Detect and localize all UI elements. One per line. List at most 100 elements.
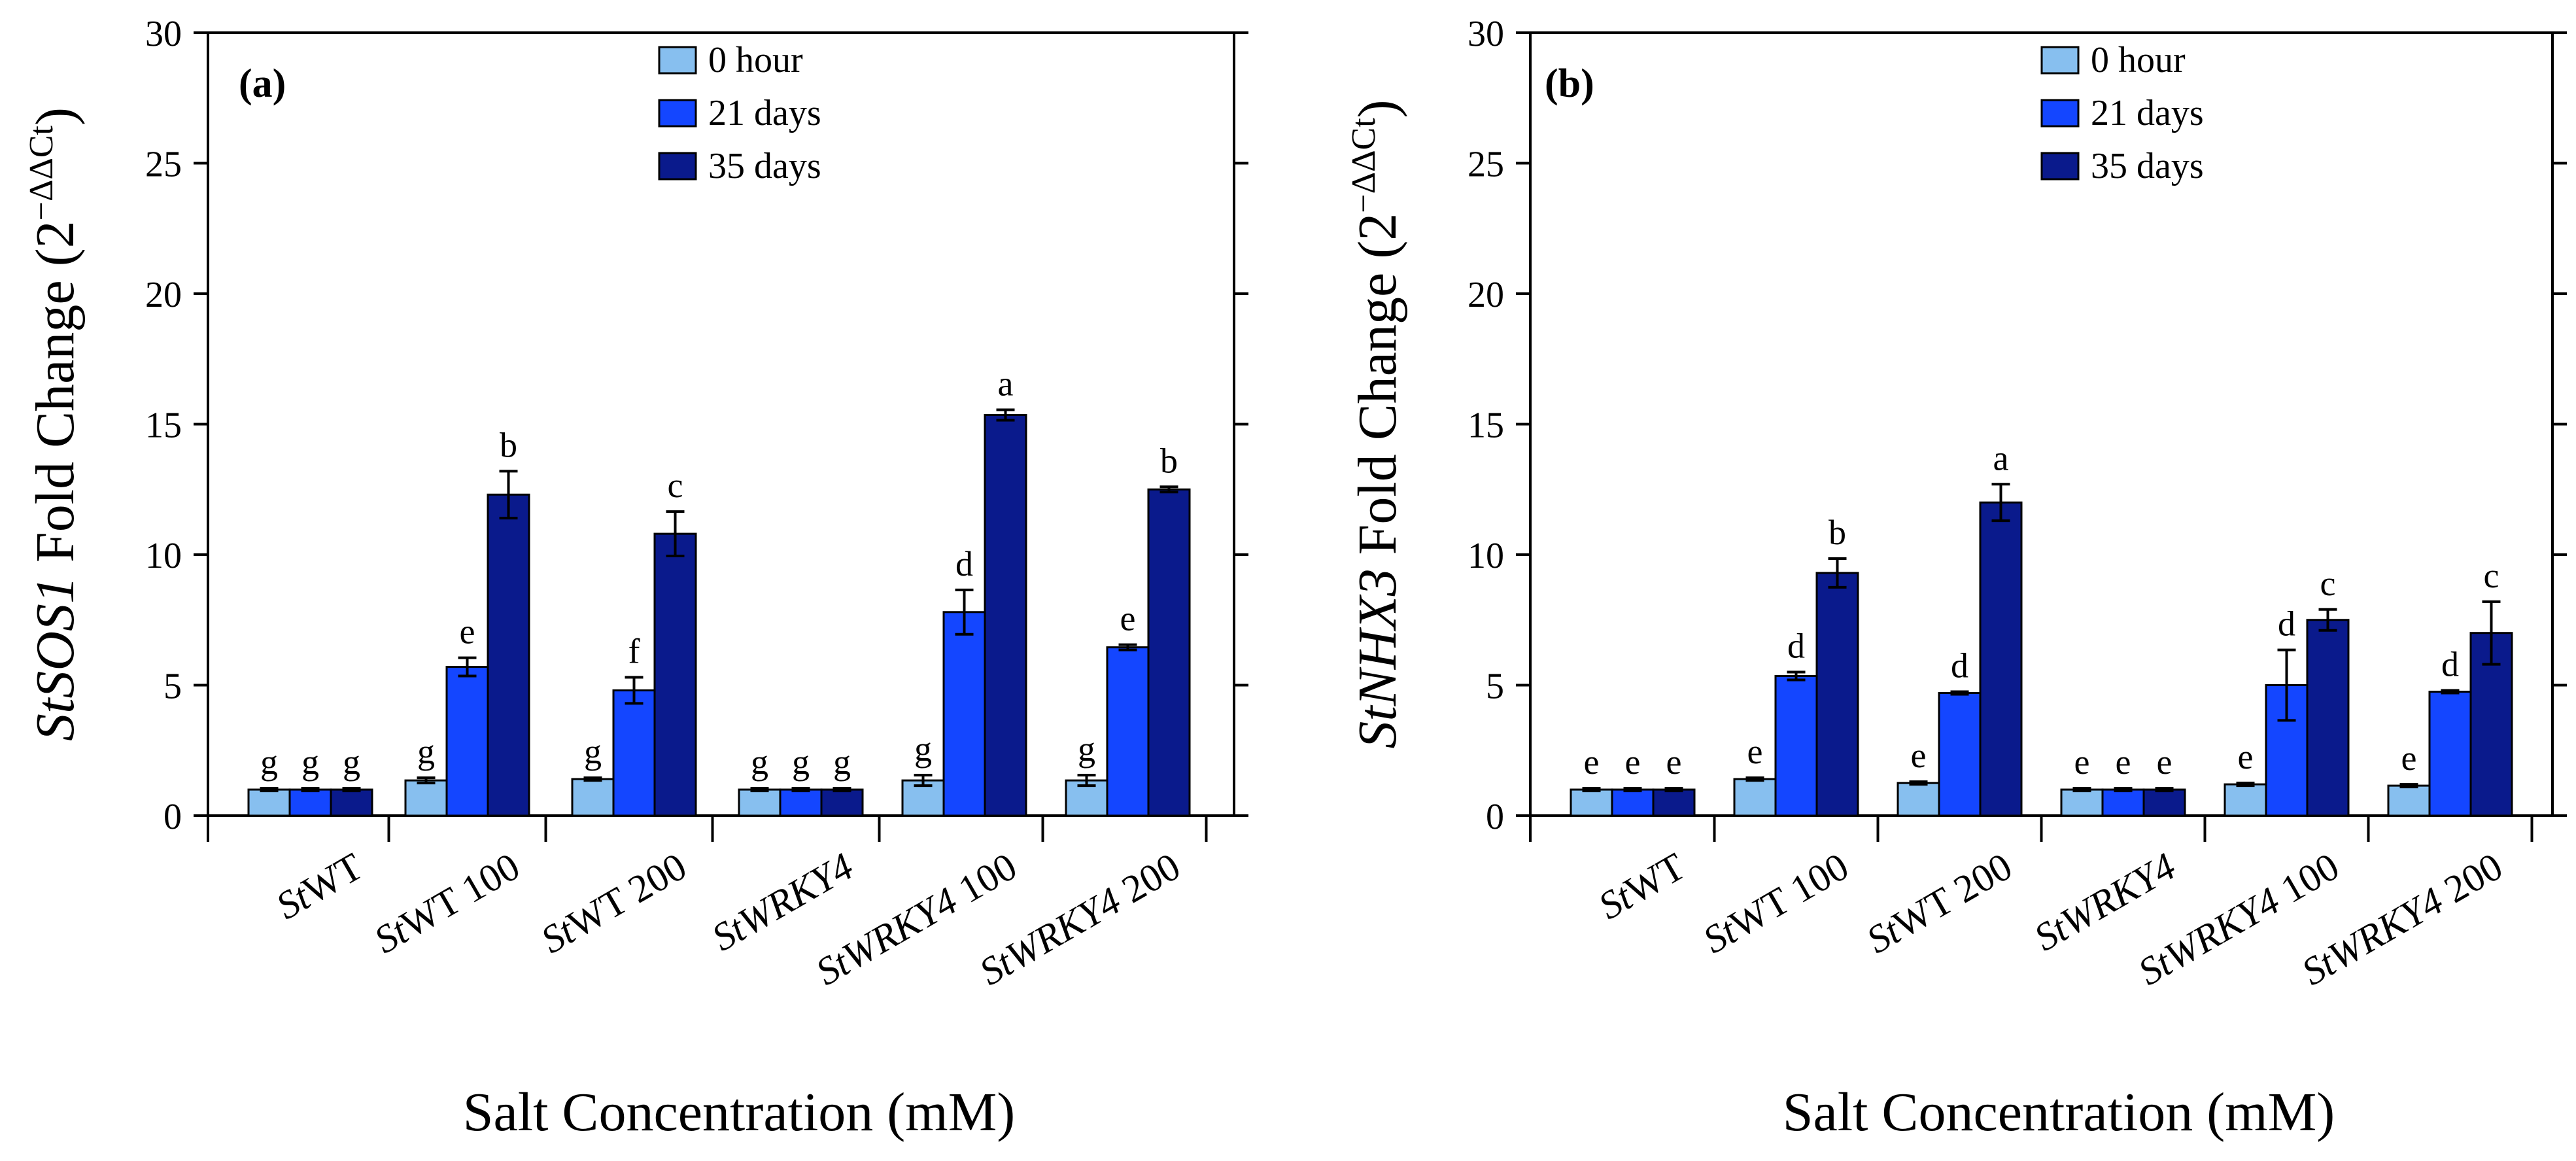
legend-label: 35 days	[708, 146, 821, 186]
bar	[984, 414, 1027, 817]
legend-swatch	[658, 46, 697, 75]
x-tick-label: StWT 100	[367, 844, 526, 962]
significance-letter: b	[500, 425, 517, 464]
legend-swatch	[658, 99, 697, 128]
bar	[1147, 488, 1191, 817]
x-tick-label-normal: WT 100	[394, 844, 527, 946]
y-tick-label: 5	[1486, 667, 1504, 707]
y-axis-close: )	[25, 107, 86, 126]
significance-letter: g	[584, 732, 602, 771]
bar	[487, 493, 530, 817]
x-tick-label-normal: WT 200	[560, 844, 694, 946]
significance-letter: b	[1160, 441, 1178, 480]
x-tick-label: StWT 200	[534, 844, 693, 962]
x-tick-label-normal: WT 200	[1886, 844, 2019, 946]
x-tick-label: StWT	[269, 844, 369, 927]
bar	[571, 778, 615, 817]
significance-letter: g	[260, 742, 278, 782]
legend-label: 0 hour	[2091, 40, 2186, 80]
panel-label: (a)	[239, 61, 286, 106]
bar	[2387, 784, 2431, 817]
bar	[1815, 572, 1859, 817]
significance-letter: e	[2238, 737, 2254, 776]
significance-letter: e	[2074, 742, 2090, 782]
significance-letter: d	[955, 544, 973, 583]
bar	[445, 666, 489, 817]
panel-label: (b)	[1545, 61, 1594, 106]
significance-letter: c	[668, 466, 683, 505]
bar	[330, 788, 373, 817]
y-axis-text: Fold Change (2	[1347, 213, 1408, 569]
significance-letter: g	[914, 729, 932, 769]
y-axis-title: StSOS1 Fold Change (2−ΔΔCt)	[23, 107, 86, 741]
bar	[2428, 690, 2472, 817]
x-tick-label: StWT 100	[1696, 844, 1855, 962]
legend-swatch	[2040, 46, 2080, 75]
significance-letter: e	[1666, 742, 1682, 782]
significance-letter: c	[2484, 556, 2499, 595]
bar	[1774, 675, 1818, 817]
legend-swatch	[2040, 152, 2080, 181]
significance-letter: e	[2116, 742, 2131, 782]
bar	[247, 788, 291, 817]
bar	[779, 788, 823, 817]
significance-letter: g	[792, 742, 810, 782]
legend-swatch	[2040, 99, 2080, 128]
bar	[1611, 788, 1655, 817]
significance-letter: e	[1911, 736, 1927, 775]
y-tick-label: 5	[163, 667, 182, 707]
y-tick-label: 30	[1468, 14, 1504, 54]
legend-swatch	[658, 152, 697, 181]
bar	[1570, 788, 1613, 817]
significance-letter: e	[2157, 742, 2172, 782]
bar	[612, 689, 656, 817]
significance-letter: e	[1625, 742, 1641, 782]
significance-letter: a	[998, 364, 1014, 404]
significance-letter: e	[460, 612, 475, 651]
bar	[288, 788, 332, 817]
bar	[2101, 788, 2145, 817]
x-axis-title: Salt Concentration (mM)	[1783, 1082, 2335, 1143]
y-axis-title: StNHX3 Fold Change (2−ΔΔCt)	[1345, 99, 1408, 748]
legend-label: 21 days	[2091, 93, 2204, 133]
significance-letter: a	[1993, 438, 2009, 477]
y-tick-label: 10	[145, 536, 182, 576]
y-tick-label: 20	[1468, 275, 1504, 315]
significance-letter: g	[833, 742, 851, 782]
bar	[820, 788, 864, 817]
x-tick-label-normal: WT 100	[1723, 844, 1856, 946]
x-tick-label: StWT	[1591, 844, 1692, 927]
bar	[653, 532, 697, 817]
significance-letter: e	[1584, 742, 1600, 782]
significance-letter: b	[1829, 513, 1846, 552]
legend-label: 0 hour	[708, 40, 803, 80]
bar	[2142, 788, 2186, 817]
y-axis-close: )	[1347, 99, 1408, 118]
bar	[942, 611, 986, 817]
y-axis-gene: StNHX3	[1347, 568, 1408, 748]
bar	[404, 779, 448, 817]
significance-letter: g	[751, 742, 768, 782]
legend-label: 35 days	[2091, 146, 2204, 186]
bar	[1897, 782, 1940, 817]
y-axis-text: Fold Change (2	[25, 220, 86, 576]
y-axis-superscript: −ΔΔCt	[1345, 118, 1382, 213]
y-tick-label: 25	[145, 145, 182, 185]
significance-letter: e	[1747, 732, 1763, 771]
y-tick-label: 25	[1468, 145, 1504, 185]
y-tick-label: 10	[1468, 536, 1504, 576]
significance-letter: e	[2401, 738, 2417, 778]
bar	[1733, 778, 1777, 817]
bar	[2060, 788, 2104, 817]
y-tick-label: 15	[145, 406, 182, 446]
y-tick-label: 30	[145, 14, 182, 54]
significance-letter: d	[2441, 644, 2459, 684]
y-tick-label: 20	[145, 275, 182, 315]
y-tick-label: 0	[1486, 797, 1504, 837]
bar	[1938, 691, 1982, 817]
bar	[2306, 619, 2350, 817]
significance-letter: c	[2320, 564, 2336, 603]
bar	[2224, 783, 2267, 817]
bar	[1652, 788, 1696, 817]
